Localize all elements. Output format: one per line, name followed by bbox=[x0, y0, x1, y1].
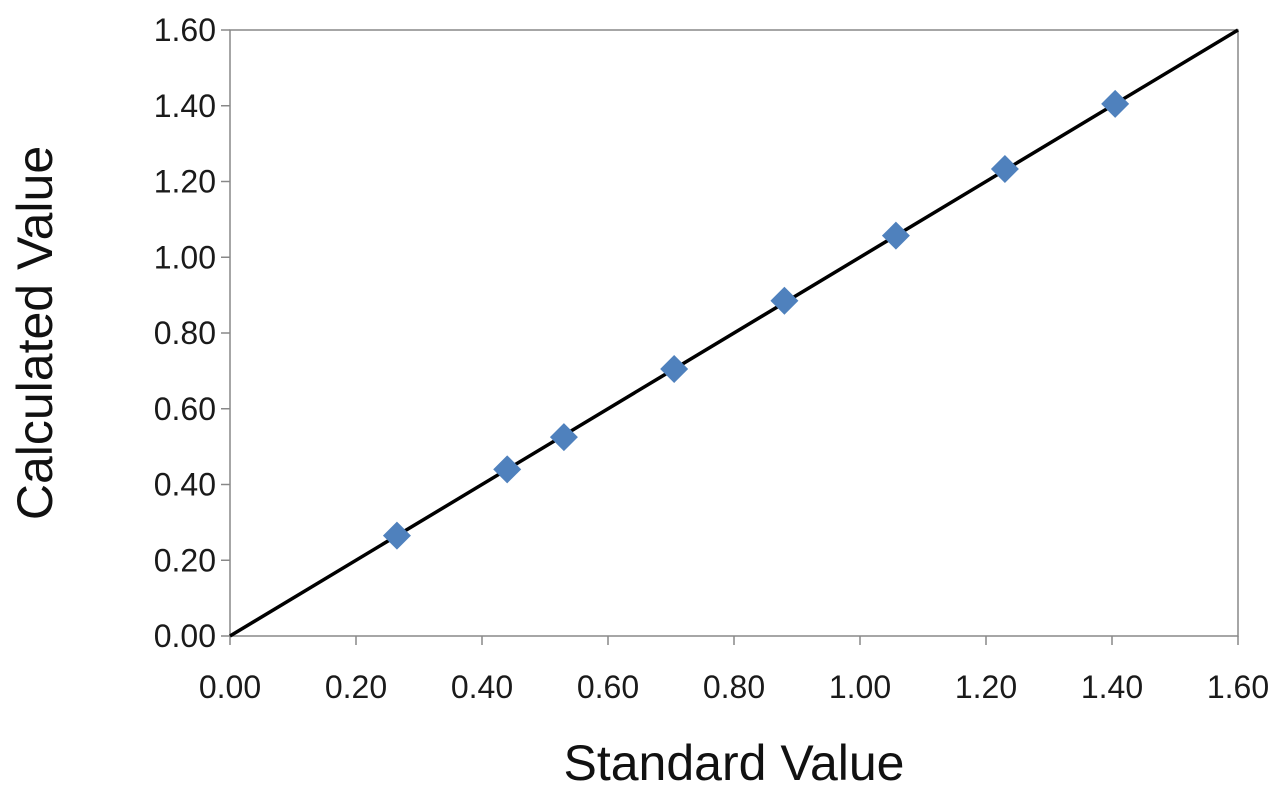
data-point bbox=[549, 423, 578, 452]
y-tick-label: 0.20 bbox=[154, 542, 216, 578]
data-point bbox=[493, 455, 522, 484]
data-point bbox=[1101, 89, 1130, 118]
x-tick-label: 1.40 bbox=[1081, 669, 1143, 705]
y-tick-label: 1.00 bbox=[154, 239, 216, 275]
y-tick-label: 1.20 bbox=[154, 164, 216, 200]
x-tick-label: 1.60 bbox=[1207, 669, 1269, 705]
data-point bbox=[990, 155, 1019, 184]
x-tick-label: 1.20 bbox=[955, 669, 1017, 705]
data-point bbox=[660, 354, 689, 383]
x-tick-label: 0.80 bbox=[703, 669, 765, 705]
y-axis-title: Calculated Value bbox=[7, 146, 63, 520]
y-tick-label: 1.60 bbox=[154, 12, 216, 48]
x-tick-label: 1.00 bbox=[829, 669, 891, 705]
y-tick-label: 0.60 bbox=[154, 391, 216, 427]
x-tick-label: 0.40 bbox=[451, 669, 513, 705]
x-tick-label: 0.60 bbox=[577, 669, 639, 705]
data-point bbox=[770, 286, 799, 315]
data-point bbox=[881, 221, 910, 250]
x-tick-label: 0.00 bbox=[199, 669, 261, 705]
data-points bbox=[382, 89, 1130, 550]
x-axis-ticks: 0.00 0.20 0.40 0.60 0.80 1.00 1.20 1.40 1.60 bbox=[199, 636, 1269, 705]
y-tick-label: 0.80 bbox=[154, 315, 216, 351]
x-axis-title: Standard Value bbox=[564, 735, 905, 790]
y-tick-label: 1.40 bbox=[154, 88, 216, 124]
x-tick-label: 0.20 bbox=[325, 669, 387, 705]
y-tick-label: 0.00 bbox=[154, 618, 216, 654]
y-tick-label: 0.40 bbox=[154, 467, 216, 503]
data-point bbox=[382, 521, 411, 550]
y-axis-ticks: 0.00 0.20 0.40 0.60 0.80 1.00 1.20 1.40 1.60 bbox=[154, 12, 230, 654]
